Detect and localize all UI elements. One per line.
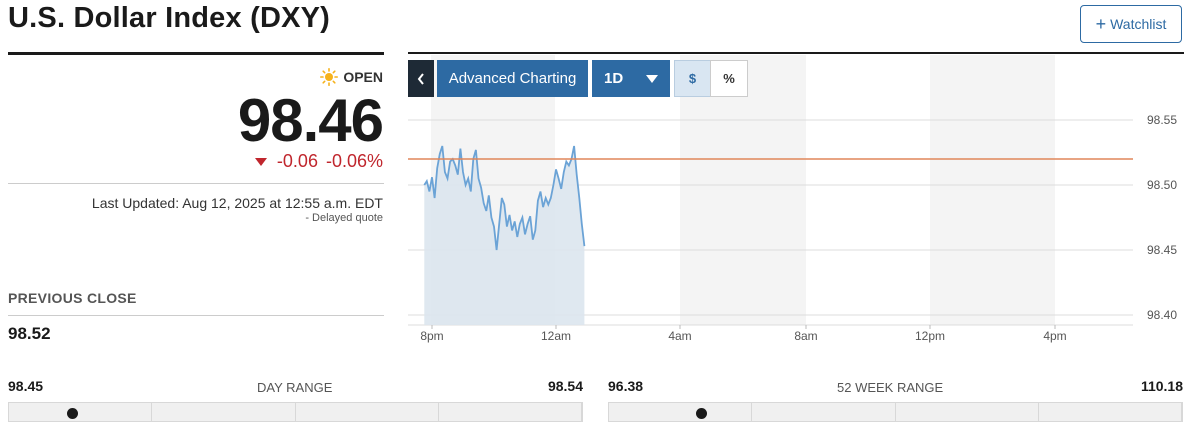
down-arrow-icon (254, 157, 267, 166)
percent-toggle[interactable]: % (710, 60, 748, 97)
y-tick-label: 98.40 (1147, 308, 1177, 322)
add-to-watchlist-button[interactable]: + Watchlist (1080, 5, 1182, 43)
price-change: -0.06 -0.06% (254, 151, 383, 172)
quote-divider (8, 183, 384, 184)
change-value: -0.06 (276, 151, 318, 171)
caret-down-icon (646, 74, 658, 83)
y-tick-label: 98.45 (1147, 243, 1177, 257)
x-tick-label: 8am (794, 329, 817, 343)
week52-range-marker (695, 408, 707, 419)
plus-icon: + (1095, 14, 1107, 34)
delayed-quote-note: - Delayed quote (305, 212, 383, 224)
y-tick-label: 98.55 (1147, 113, 1177, 127)
period-select[interactable]: 1D (592, 60, 670, 97)
last-price: 98.46 (237, 87, 384, 154)
price-line (423, 145, 586, 251)
week52-range-high: 110.18 (1140, 378, 1183, 394)
week52-range-low: 96.38 (608, 378, 644, 394)
x-tick-label: 4pm (1043, 329, 1066, 343)
session-band (680, 55, 806, 325)
y-tick-label: 98.50 (1147, 178, 1177, 192)
session-band (930, 55, 1055, 325)
day-range-bar (8, 402, 583, 422)
day-range-high: 98.54 (547, 378, 583, 394)
x-tick-label: 12am (541, 329, 571, 343)
chart-top-rule (408, 52, 1184, 54)
market-status: OPEN (320, 68, 383, 86)
last-updated: Last Updated: Aug 12, 2025 at 12:55 a.m.… (91, 195, 383, 211)
chevron-left-icon (417, 72, 424, 85)
watchlist-label: Watchlist (1110, 16, 1167, 32)
x-tick-label: 8pm (420, 329, 443, 343)
quote-top-rule (8, 52, 384, 55)
day-range-label: DAY RANGE (257, 380, 333, 395)
day-range-low: 98.45 (8, 378, 44, 394)
period-select-value: 1D (604, 70, 624, 87)
week52-range-bar (608, 402, 1183, 422)
sun-icon (320, 68, 339, 86)
x-tick-label: 12pm (915, 329, 945, 343)
page-title: U.S. Dollar Index (DXY) (8, 2, 331, 34)
price-chart: 98.55 98.50 98.45 98.40 8pm 12am 4am 8am 12pm 4pm (408, 55, 1177, 343)
previous-close-value: 98.52 (8, 324, 51, 343)
market-status-label: OPEN (343, 69, 383, 85)
x-tick-label: 4am (668, 329, 691, 343)
previous-close-label: PREVIOUS CLOSE (8, 290, 137, 306)
collapse-button[interactable] (408, 60, 434, 97)
day-range-marker (67, 408, 79, 419)
price-area (424, 146, 585, 325)
dollar-toggle[interactable]: $ (674, 60, 711, 97)
advanced-charting-button[interactable]: Advanced Charting (437, 60, 588, 97)
change-percent: -0.06% (325, 151, 383, 171)
week52-range-label: 52 WEEK RANGE (837, 380, 944, 395)
previous-close-divider (8, 315, 384, 316)
